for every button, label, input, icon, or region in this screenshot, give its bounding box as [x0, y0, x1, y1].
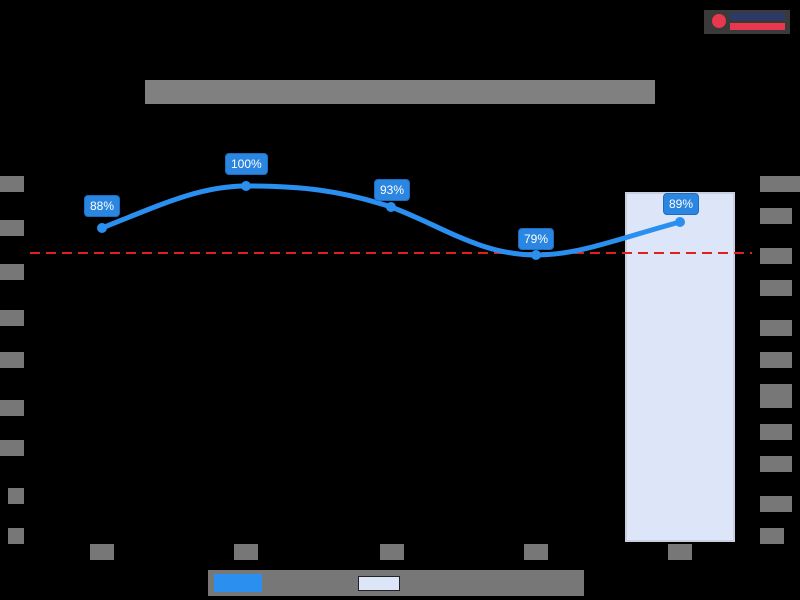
x-tick	[90, 544, 114, 560]
legend-swatch-line	[214, 574, 262, 592]
y-right-tick	[760, 208, 792, 224]
legend	[208, 570, 584, 596]
x-tick	[380, 544, 404, 560]
y-left-tick	[0, 352, 24, 368]
data-label: 88%	[84, 195, 121, 217]
y-right-tick	[760, 176, 800, 192]
y-right-tick	[760, 384, 792, 408]
legend-swatch-bar	[358, 576, 400, 591]
y-left-tick	[0, 310, 24, 326]
x-tick	[668, 544, 692, 560]
y-right-tick	[760, 248, 792, 264]
y-right-tick	[760, 496, 792, 512]
y-right-tick	[760, 280, 792, 296]
y-right-tick	[760, 320, 792, 336]
y-left-tick	[8, 528, 24, 544]
bar-highlight	[625, 192, 735, 542]
logo-text-top	[730, 13, 785, 20]
y-right-tick	[760, 424, 792, 440]
data-label: 100%	[225, 153, 268, 175]
y-left-tick	[0, 220, 24, 236]
logo-icon	[712, 14, 726, 28]
y-left-tick	[8, 488, 24, 504]
logo-text-bottom	[730, 23, 785, 30]
data-label: 93%	[374, 179, 411, 201]
x-tick	[234, 544, 258, 560]
y-left-tick	[0, 176, 24, 192]
x-tick	[524, 544, 548, 560]
y-right-tick	[760, 352, 792, 368]
y-right-tick	[760, 528, 784, 544]
y-left-tick	[0, 400, 24, 416]
chart-title	[145, 80, 655, 104]
watermark-logo	[704, 10, 790, 34]
data-label: 79%	[518, 228, 555, 250]
data-label: 89%	[663, 193, 700, 215]
y-left-tick	[0, 264, 24, 280]
y-right-tick	[760, 456, 792, 472]
y-left-tick	[0, 440, 24, 456]
